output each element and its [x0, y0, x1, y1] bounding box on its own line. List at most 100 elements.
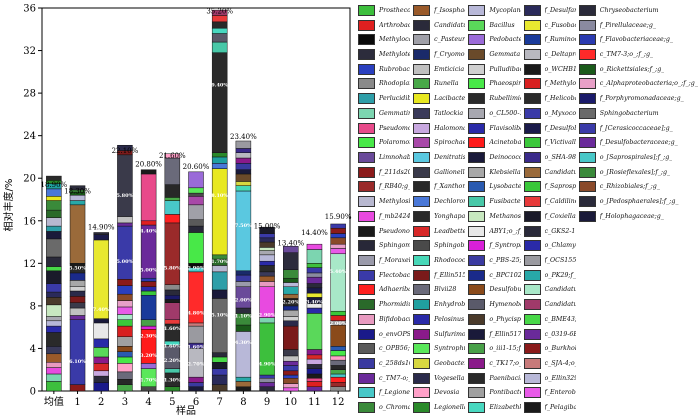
legend-label: Methanospirillum	[489, 212, 521, 220]
legend-item: c_Deltaproteobacteria;o_;f_;g_	[523, 47, 576, 62]
bar-segment	[235, 163, 252, 170]
bar-segment	[235, 169, 252, 175]
legend-label: f_Cryomorphaceae;g_	[434, 50, 466, 58]
bar-total-label: 14.40%	[301, 229, 328, 237]
legend-label: Gallionella	[434, 168, 466, 176]
legend-swatch	[413, 166, 431, 178]
legend-label: Chryseobacterium	[599, 6, 659, 14]
legend-item: f_Desulfarculaceae;g_	[523, 3, 576, 18]
legend-item: f_Desulfobacteraceae;g_	[578, 135, 698, 150]
legend-swatch	[413, 63, 431, 75]
segment-value-label: 2.30%	[140, 334, 157, 340]
bar-segment	[46, 188, 62, 197]
bar-segment	[283, 360, 299, 366]
legend-swatch	[358, 34, 375, 46]
legend-item: f_Enterobacteriaceae;g_	[523, 386, 576, 401]
legend-item: o_Chromatiales;f_;g_	[358, 400, 410, 415]
segment-value-label: 2.00%	[235, 298, 252, 304]
bar-segment	[259, 237, 275, 243]
legend-label: Phormidium	[379, 301, 410, 309]
legend-item: c_BME43;o_;f_;g_	[523, 312, 576, 327]
bar-segment	[306, 381, 323, 387]
bar-segment	[211, 168, 228, 256]
bar-segment	[283, 320, 299, 327]
legend-item: Spirochaeta	[413, 135, 465, 150]
bar-segment	[259, 260, 275, 266]
legend-swatch	[358, 210, 375, 222]
legend-swatch	[413, 357, 431, 369]
legend-item: f_Ellin515;g_	[413, 268, 465, 283]
bar-total-label: 18.30%	[64, 187, 91, 195]
bar-segment	[117, 154, 133, 217]
x-tick-label: 1	[74, 397, 80, 408]
bar-stack-1	[69, 185, 86, 392]
legend-item: Sphingobacterium	[578, 106, 698, 121]
segment-value-label: 5.00%	[140, 268, 157, 274]
bar-segment	[211, 374, 228, 385]
bar-segment	[188, 171, 204, 189]
legend-swatch	[523, 254, 541, 266]
bar-segment	[306, 276, 323, 284]
legend-item: Adhaeribacter	[358, 283, 410, 298]
legend-swatch	[358, 107, 375, 119]
legend-label: f_Caldilineaceae;g_	[544, 198, 576, 206]
segment-value-label: 1.60%	[164, 326, 181, 332]
x-tick-label: 11	[308, 397, 321, 408]
legend-item: c_Rhizobiales;f_;g_	[578, 180, 698, 195]
legend-item: f_Victivallaceae;g_	[523, 135, 576, 150]
bar-segment	[69, 280, 86, 287]
legend-item: Klebsiella	[468, 165, 521, 180]
legend-swatch	[468, 78, 486, 90]
legend-swatch	[468, 19, 486, 31]
legend-item: o_[Saprospirales];f_;g_	[578, 150, 698, 165]
legend-item: o_Myxococcales;f_;g_	[523, 106, 576, 121]
bar-segment	[164, 284, 181, 291]
legend-swatch	[523, 313, 541, 325]
legend-item: f_Porphyromonadaceae;g_	[578, 91, 698, 106]
bar-segment	[211, 9, 228, 16]
legend-label: Lysobacter	[489, 183, 520, 191]
legend-label: f_OCS155;g_	[544, 256, 576, 264]
bar-segment	[69, 286, 86, 292]
bar-segment	[259, 374, 275, 379]
bar-segment	[188, 192, 204, 197]
bar-segment	[164, 222, 181, 285]
bar-segment	[117, 351, 133, 358]
legend-label: Geobacter	[434, 359, 466, 367]
bar-segment	[46, 200, 62, 211]
bar-segment	[117, 379, 133, 385]
legend-swatch	[468, 122, 486, 134]
legend-item: Bacillus	[468, 18, 520, 33]
legend-item: Gemmata	[468, 47, 520, 62]
bar-segment	[211, 384, 228, 392]
bar-segment	[46, 266, 62, 272]
legend-label: f_Ruminococcaceae;g_	[544, 36, 576, 44]
bar-segment	[235, 185, 252, 192]
legend-swatch	[413, 19, 431, 31]
legend: Prosthecobacter Arthrobacter Methylocaldum…	[358, 3, 698, 415]
legend-item: f_Desulfobulbaceae;g_	[523, 121, 576, 136]
y-axis-ticks: 0 4 8 12 16 20 24 28 32 36	[23, 4, 42, 398]
bar-segment	[283, 309, 299, 317]
bar-segment	[117, 346, 133, 352]
legend-swatch	[578, 166, 596, 178]
legend-label: f_Moraxellaceae;g_	[379, 256, 411, 264]
legend-swatch	[358, 151, 375, 163]
bar-segment	[46, 346, 62, 355]
legend-label: Rubellimicrobium	[489, 95, 520, 103]
legend-swatch	[468, 240, 486, 252]
x-tick-label: 均值	[44, 395, 64, 408]
bar-segment	[211, 265, 228, 273]
bar-segment	[117, 356, 133, 364]
legend-swatch	[413, 122, 431, 134]
bar-segment	[46, 316, 62, 322]
legend-item: Yonghaparkia	[413, 209, 465, 224]
segment-value-label: 2.90%	[188, 266, 205, 272]
legend-swatch	[358, 343, 375, 355]
legend-swatch	[358, 402, 375, 414]
bar-segment	[306, 368, 323, 375]
bar-segment	[330, 243, 346, 249]
legend-swatch	[523, 151, 541, 163]
bar-segment	[188, 225, 204, 233]
legend-swatch	[523, 122, 541, 134]
